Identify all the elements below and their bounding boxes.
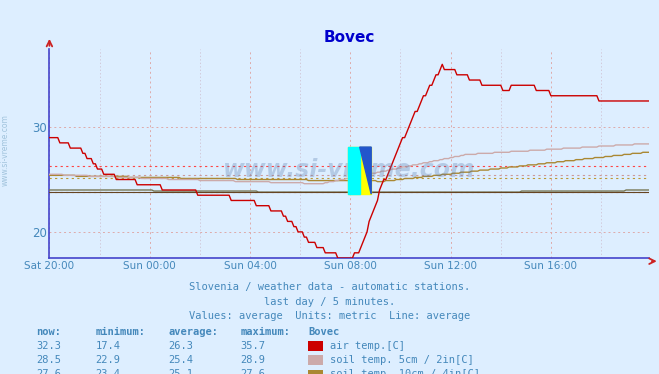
Text: www.si-vreme.com: www.si-vreme.com — [223, 158, 476, 182]
Text: www.si-vreme.com: www.si-vreme.com — [1, 114, 10, 186]
Text: 28.5: 28.5 — [36, 355, 61, 365]
Text: 35.7: 35.7 — [241, 341, 266, 351]
Text: 28.9: 28.9 — [241, 355, 266, 365]
Text: air temp.[C]: air temp.[C] — [330, 341, 405, 351]
Text: 26.3: 26.3 — [168, 341, 193, 351]
Text: soil temp. 10cm / 4in[C]: soil temp. 10cm / 4in[C] — [330, 370, 480, 374]
Text: 25.1: 25.1 — [168, 370, 193, 374]
Text: 17.4: 17.4 — [96, 341, 121, 351]
Polygon shape — [360, 147, 371, 194]
Text: Bovec: Bovec — [308, 327, 339, 337]
Text: minimum:: minimum: — [96, 327, 146, 337]
Text: last day / 5 minutes.: last day / 5 minutes. — [264, 297, 395, 307]
Text: soil temp. 5cm / 2in[C]: soil temp. 5cm / 2in[C] — [330, 355, 473, 365]
Bar — [348, 147, 360, 194]
Text: 25.4: 25.4 — [168, 355, 193, 365]
Bar — [348, 147, 371, 194]
Text: 23.4: 23.4 — [96, 370, 121, 374]
Text: average:: average: — [168, 327, 218, 337]
Text: 22.9: 22.9 — [96, 355, 121, 365]
Text: maximum:: maximum: — [241, 327, 291, 337]
Text: 32.3: 32.3 — [36, 341, 61, 351]
Title: Bovec: Bovec — [324, 30, 375, 45]
Text: now:: now: — [36, 327, 61, 337]
Text: 27.6: 27.6 — [241, 370, 266, 374]
Text: Values: average  Units: metric  Line: average: Values: average Units: metric Line: aver… — [189, 311, 470, 321]
Text: 27.6: 27.6 — [36, 370, 61, 374]
Text: Slovenia / weather data - automatic stations.: Slovenia / weather data - automatic stat… — [189, 282, 470, 292]
